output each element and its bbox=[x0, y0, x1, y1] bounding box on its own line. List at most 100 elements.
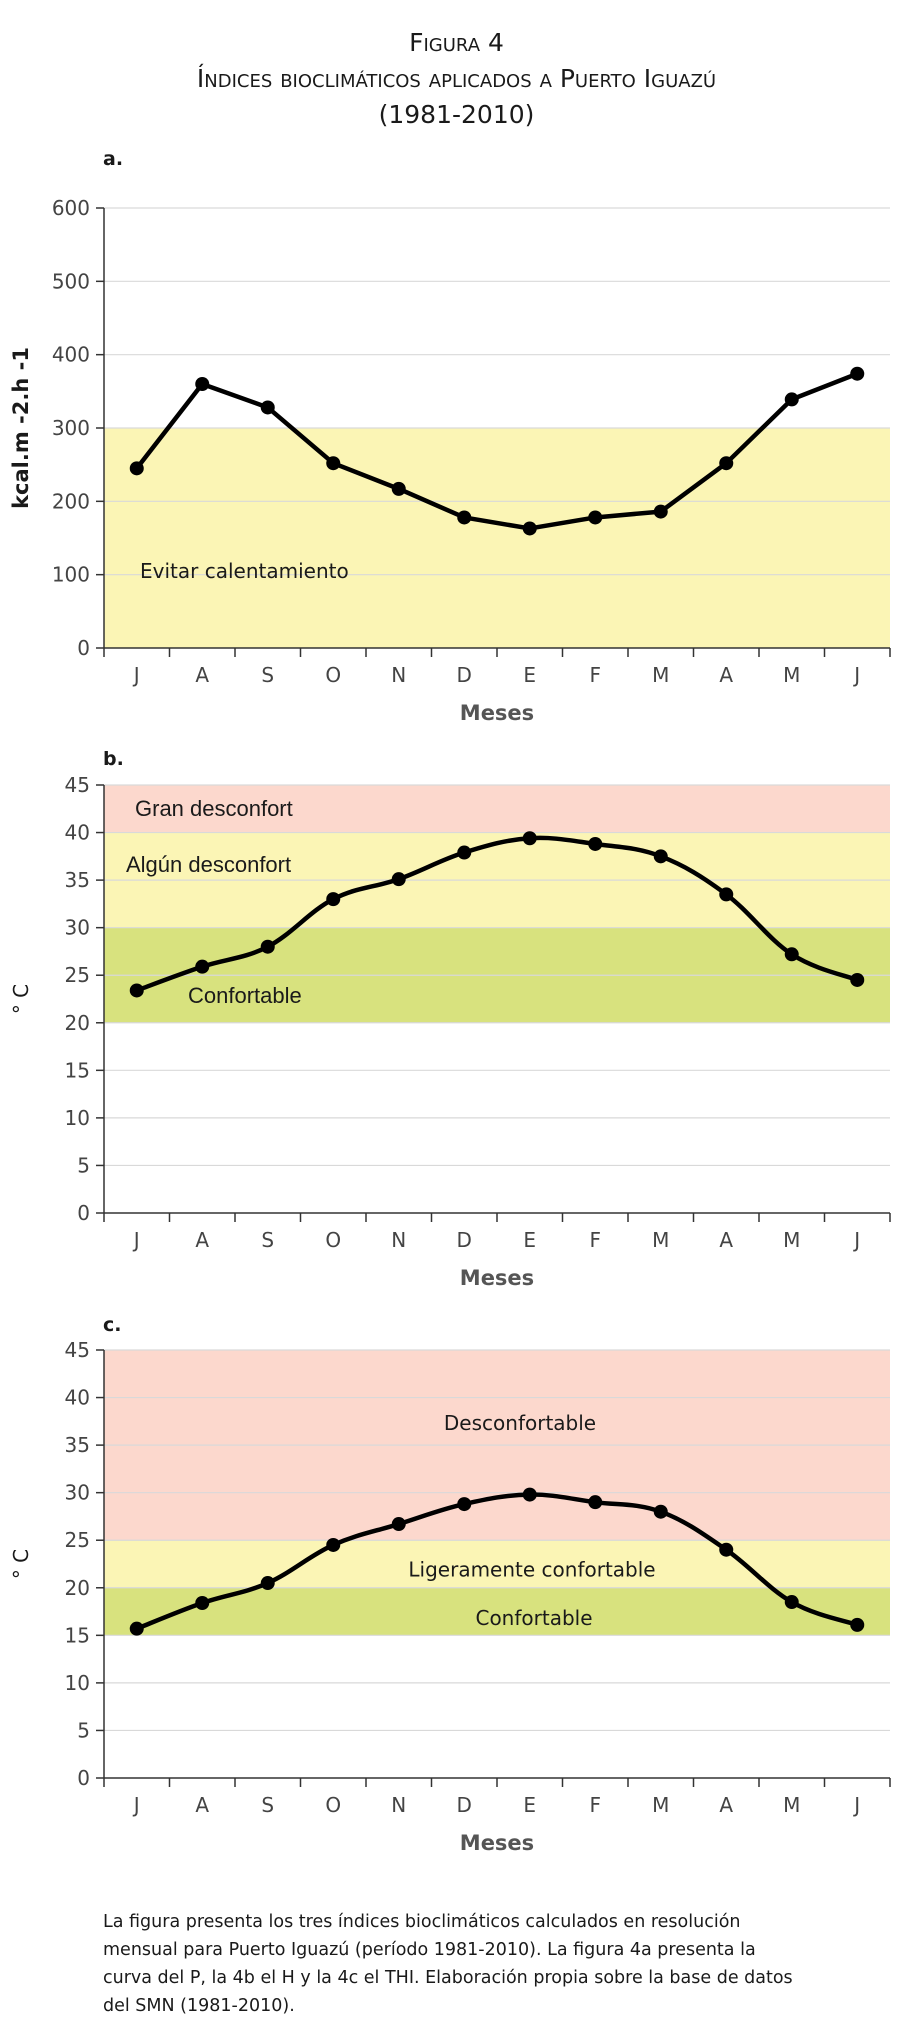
x-tick-label: O bbox=[325, 663, 341, 687]
y-tick-label: 10 bbox=[65, 1671, 90, 1695]
chart-a: 0 100 200 300 400 500 600 J A S O N D E F M A M J Meses kcal… bbox=[9, 196, 891, 725]
x-tick-label: M bbox=[783, 1228, 800, 1252]
x-tick-label: A bbox=[719, 1228, 733, 1252]
data-point bbox=[457, 845, 472, 860]
y-tick-label: 45 bbox=[65, 1340, 90, 1362]
x-axis-title: Meses bbox=[460, 701, 534, 725]
data-point bbox=[719, 887, 734, 902]
zone-label: Gran desconfort bbox=[135, 796, 293, 821]
data-point bbox=[588, 510, 603, 525]
x-tick-label: A bbox=[719, 663, 733, 687]
data-point bbox=[850, 1617, 865, 1632]
figure-title: Índices bioclimáticos aplicados a Puerto… bbox=[196, 64, 717, 93]
zone-label: Ligeramente confortable bbox=[408, 1558, 655, 1582]
data-point bbox=[391, 872, 406, 887]
series-line bbox=[134, 371, 859, 531]
data-point bbox=[195, 377, 210, 391]
zone-label: Desconfortable bbox=[444, 1411, 596, 1435]
x-tick-label: J bbox=[852, 1228, 860, 1252]
y-tick-label: 200 bbox=[52, 489, 90, 513]
zone-band bbox=[104, 785, 890, 833]
x-tick-label: N bbox=[391, 1228, 406, 1252]
x-tick-label: F bbox=[589, 1793, 601, 1817]
x-tick-label: A bbox=[195, 663, 209, 687]
x-tick-label: J bbox=[852, 663, 860, 687]
panel-b-letter: b. bbox=[103, 748, 124, 770]
x-tick-label: E bbox=[523, 1793, 536, 1817]
y-axis-title: ° C bbox=[9, 1549, 33, 1579]
data-point bbox=[719, 456, 734, 471]
x-axis-title: Meses bbox=[460, 1831, 534, 1855]
y-tick-label: 45 bbox=[65, 773, 90, 797]
y-axis-title: ° C bbox=[9, 984, 33, 1014]
data-point bbox=[784, 392, 799, 407]
zone-label: Confortable bbox=[188, 983, 302, 1008]
y-tick-label: 20 bbox=[65, 1576, 90, 1600]
data-point bbox=[522, 831, 537, 846]
data-point bbox=[391, 1517, 406, 1532]
y-tick-label: 600 bbox=[52, 196, 90, 220]
x-tick-label: S bbox=[261, 1228, 274, 1252]
x-tick-label: M bbox=[652, 1228, 669, 1252]
y-tick-label: 35 bbox=[65, 868, 90, 892]
x-tick-label: N bbox=[391, 1793, 406, 1817]
y-tick-label: 500 bbox=[52, 269, 90, 293]
x-tick-label: F bbox=[589, 1228, 601, 1252]
x-tick-label: N bbox=[391, 663, 406, 687]
x-tick-label: O bbox=[325, 1228, 341, 1252]
y-tick-label: 20 bbox=[65, 1011, 90, 1035]
y-tick-label: 300 bbox=[52, 416, 90, 440]
x-tick-label: J bbox=[852, 1793, 860, 1817]
y-tick-label: 5 bbox=[77, 1718, 90, 1742]
data-point bbox=[653, 1504, 668, 1519]
x-axis-title: Meses bbox=[460, 1266, 534, 1290]
data-point bbox=[391, 481, 406, 496]
data-point bbox=[784, 947, 799, 962]
y-tick-label: 25 bbox=[65, 1528, 90, 1552]
data-point bbox=[522, 521, 537, 536]
zone-label: Algún desconfort bbox=[126, 852, 291, 877]
y-tick-label: 25 bbox=[65, 963, 90, 987]
data-point bbox=[522, 1487, 537, 1502]
chart-b: 0 5 10 15 20 25 30 35 40 45 J A S O N D E F M A M J Meses ° C Gr… bbox=[9, 773, 891, 1290]
zone-band bbox=[104, 428, 890, 648]
figure-label: Figura 4 bbox=[409, 28, 504, 57]
panel-c-letter: c. bbox=[103, 1314, 122, 1336]
x-tick-label: M bbox=[652, 663, 669, 687]
data-point bbox=[850, 366, 865, 381]
figure-period: (1981-2010) bbox=[378, 100, 535, 129]
panel-a-letter: a. bbox=[103, 148, 124, 170]
data-point bbox=[129, 461, 144, 476]
x-tick-label: D bbox=[457, 1228, 472, 1252]
data-point bbox=[719, 1542, 734, 1557]
y-tick-label: 30 bbox=[65, 1481, 90, 1505]
data-point bbox=[195, 1595, 210, 1610]
y-tick-label: 0 bbox=[77, 636, 90, 660]
zone-label: Evitar calentamiento bbox=[140, 559, 349, 583]
data-point bbox=[588, 836, 603, 851]
data-point bbox=[457, 510, 472, 525]
data-point bbox=[195, 959, 210, 974]
x-tick-label: E bbox=[523, 1228, 536, 1252]
x-tick-label: S bbox=[261, 663, 274, 687]
data-point bbox=[784, 1595, 799, 1610]
y-tick-label: 40 bbox=[65, 821, 90, 845]
x-tick-label: M bbox=[783, 663, 800, 687]
data-point bbox=[260, 939, 275, 954]
y-tick-label: 40 bbox=[65, 1386, 90, 1410]
y-tick-label: 0 bbox=[77, 1766, 90, 1790]
data-point bbox=[326, 456, 341, 471]
y-tick-label: 5 bbox=[77, 1153, 90, 1177]
zone-label: Confortable bbox=[475, 1606, 592, 1630]
y-tick-label: 100 bbox=[52, 563, 90, 587]
y-tick-label: 10 bbox=[65, 1106, 90, 1130]
y-axis-title: kcal.m -2.h -1 bbox=[9, 347, 33, 509]
y-tick-label: 35 bbox=[65, 1433, 90, 1457]
data-point bbox=[326, 892, 341, 907]
x-tick-label: J bbox=[132, 663, 140, 687]
x-tick-label: M bbox=[652, 1793, 669, 1817]
y-tick-label: 0 bbox=[77, 1201, 90, 1225]
x-tick-label: D bbox=[457, 1793, 472, 1817]
x-tick-label: O bbox=[325, 1793, 341, 1817]
x-tick-label: F bbox=[589, 663, 601, 687]
